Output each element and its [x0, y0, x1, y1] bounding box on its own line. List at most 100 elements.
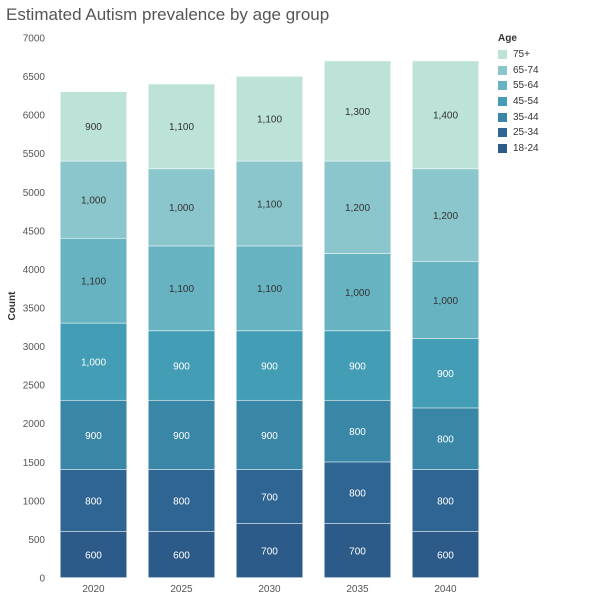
legend-item-65-74[interactable]: 65-74: [498, 63, 539, 79]
legend-label: 55-64: [513, 80, 539, 92]
bar-segment-2025-45-54[interactable]: [148, 331, 215, 400]
data-label-2040-55-64: 1,000: [433, 296, 458, 307]
legend-item-75+[interactable]: 75+: [498, 47, 539, 63]
bar-segment-2025-25-34[interactable]: [148, 470, 215, 532]
legend-label: 25-34: [513, 127, 539, 139]
bar-segment-2025-18-24[interactable]: [148, 531, 215, 578]
data-label-2025-65-74: 1,000: [169, 203, 194, 214]
data-label-2040-25-34: 800: [437, 496, 454, 507]
bar-segment-2035-35-44[interactable]: [324, 400, 391, 462]
y-tick-label: 3500: [23, 304, 46, 315]
data-label-2040-65-74: 1,200: [433, 211, 458, 222]
chart-title: Estimated Autism prevalence by age group: [6, 5, 330, 24]
bar-segment-2035-18-24[interactable]: [324, 524, 391, 578]
data-label-2040-45-54: 900: [437, 369, 454, 380]
legend-item-45-54[interactable]: 45-54: [498, 94, 539, 110]
bar-segment-2025-35-44[interactable]: [148, 400, 215, 470]
data-label-2040-18-24: 600: [437, 550, 454, 561]
y-tick-label: 1500: [23, 458, 46, 469]
legend-swatch: [498, 128, 507, 138]
y-tick-label: 3000: [23, 342, 46, 353]
data-label-2030-55-64: 1,100: [257, 284, 282, 295]
legend-label: 65-74: [513, 64, 539, 76]
y-tick-label: 500: [28, 535, 45, 546]
legend-item-18-24[interactable]: 18-24: [498, 141, 539, 157]
bar-segment-2020-25-34[interactable]: [60, 470, 127, 532]
bar-group-2020: 600 800 900 1,000 1,100 1,000 900: [60, 92, 127, 578]
bar-segment-2020-55-64[interactable]: [60, 238, 127, 323]
x-tick-label: 2035: [346, 584, 369, 595]
bar-segment-2040-25-34[interactable]: [412, 470, 479, 532]
y-tick-label: 5500: [23, 149, 46, 160]
bar-segment-2035-25-34[interactable]: [324, 462, 391, 524]
bar-segment-2030-25-34[interactable]: [236, 470, 303, 524]
data-label-2035-55-64: 1,000: [345, 288, 370, 299]
bar-group-2040: 600 800 800 900 1,000 1,200 1,400: [412, 61, 479, 578]
data-label-2030-18-24: 700: [261, 547, 278, 558]
bar-segment-2025-65-74[interactable]: [148, 169, 215, 246]
bar-segment-2035-75+[interactable]: [324, 61, 391, 161]
y-tick-label: 1000: [23, 496, 46, 507]
y-tick-label: 6000: [23, 111, 46, 122]
bar-segment-2040-35-44[interactable]: [412, 408, 479, 470]
bar-segment-2020-18-24[interactable]: [60, 531, 127, 578]
legend-swatch: [498, 97, 507, 107]
bar-segment-2030-65-74[interactable]: [236, 161, 303, 246]
bar-segment-2030-75+[interactable]: [236, 76, 303, 161]
data-label-2020-25-34: 800: [85, 496, 102, 507]
bar-segment-2030-18-24[interactable]: [236, 524, 303, 578]
data-label-2025-35-44: 900: [173, 431, 190, 442]
legend-swatch: [498, 50, 507, 60]
bar-segment-2020-75+[interactable]: [60, 92, 127, 161]
legend-swatch: [498, 143, 507, 153]
data-label-2040-35-44: 800: [437, 435, 454, 446]
data-label-2020-18-24: 600: [85, 550, 102, 561]
bar-segment-2035-55-64[interactable]: [324, 254, 391, 331]
bar-segment-2040-55-64[interactable]: [412, 261, 479, 339]
bar-segment-2035-45-54[interactable]: [324, 331, 391, 400]
data-label-2030-75+: 1,100: [257, 115, 282, 126]
data-label-2030-25-34: 700: [261, 493, 278, 504]
data-label-2025-18-24: 600: [173, 550, 190, 561]
x-tick-label: 2040: [434, 584, 457, 595]
y-tick-label: 5000: [23, 188, 46, 199]
legend-item-25-34[interactable]: 25-34: [498, 125, 539, 141]
bar-segment-2040-65-74[interactable]: [412, 169, 479, 262]
legend-swatch: [498, 65, 507, 75]
bar-segment-2040-18-24[interactable]: [412, 531, 479, 578]
legend-swatch: [498, 81, 507, 91]
legend-label: 75+: [513, 49, 530, 61]
data-label-2040-75+: 1,400: [433, 111, 458, 122]
bar-segment-2040-45-54[interactable]: [412, 338, 479, 408]
legend-item-55-64[interactable]: 55-64: [498, 78, 539, 94]
data-label-2020-45-54: 1,000: [81, 358, 106, 369]
x-tick-label: 2030: [258, 584, 281, 595]
legend-label: 35-44: [513, 111, 539, 123]
legend-title: Age: [498, 33, 517, 44]
legend-item-35-44[interactable]: 35-44: [498, 109, 539, 125]
x-tick-label: 2025: [170, 584, 193, 595]
bar-group-2030: 700 700 900 900 1,100 1,100 1,100: [236, 76, 303, 578]
bar-segment-2030-35-44[interactable]: [236, 400, 303, 470]
data-label-2035-18-24: 700: [349, 547, 366, 558]
bar-segment-2025-55-64[interactable]: [148, 246, 215, 331]
legend-label: 45-54: [513, 96, 539, 108]
bar-segment-2020-45-54[interactable]: [60, 323, 127, 400]
bar-segment-2030-55-64[interactable]: [236, 246, 303, 331]
legend-label: 18-24: [513, 142, 539, 154]
bar-segment-2020-65-74[interactable]: [60, 161, 127, 238]
legend: Age 75+ 65-74 55-64 45-54 35-44 25-34 18-24: [498, 33, 539, 156]
data-label-2025-75+: 1,100: [169, 122, 194, 133]
bar-segment-2040-75+[interactable]: [412, 61, 479, 169]
bar-segment-2035-65-74[interactable]: [324, 161, 391, 254]
bar-segment-2020-35-44[interactable]: [60, 400, 127, 470]
data-label-2020-35-44: 900: [85, 431, 102, 442]
data-label-2035-65-74: 1,200: [345, 203, 370, 214]
y-tick-label: 2000: [23, 419, 46, 430]
y-axis: 0 500 1000 1500 2000 2500 3000 3500 4000 4500 5000…: [23, 34, 46, 585]
bar-segment-2030-45-54[interactable]: [236, 331, 303, 400]
data-label-2020-55-64: 1,100: [81, 277, 106, 288]
bar-group-2025: 600 800 900 900 1,100 1,000 1,100: [148, 84, 215, 578]
bar-segment-2025-75+[interactable]: [148, 84, 215, 169]
